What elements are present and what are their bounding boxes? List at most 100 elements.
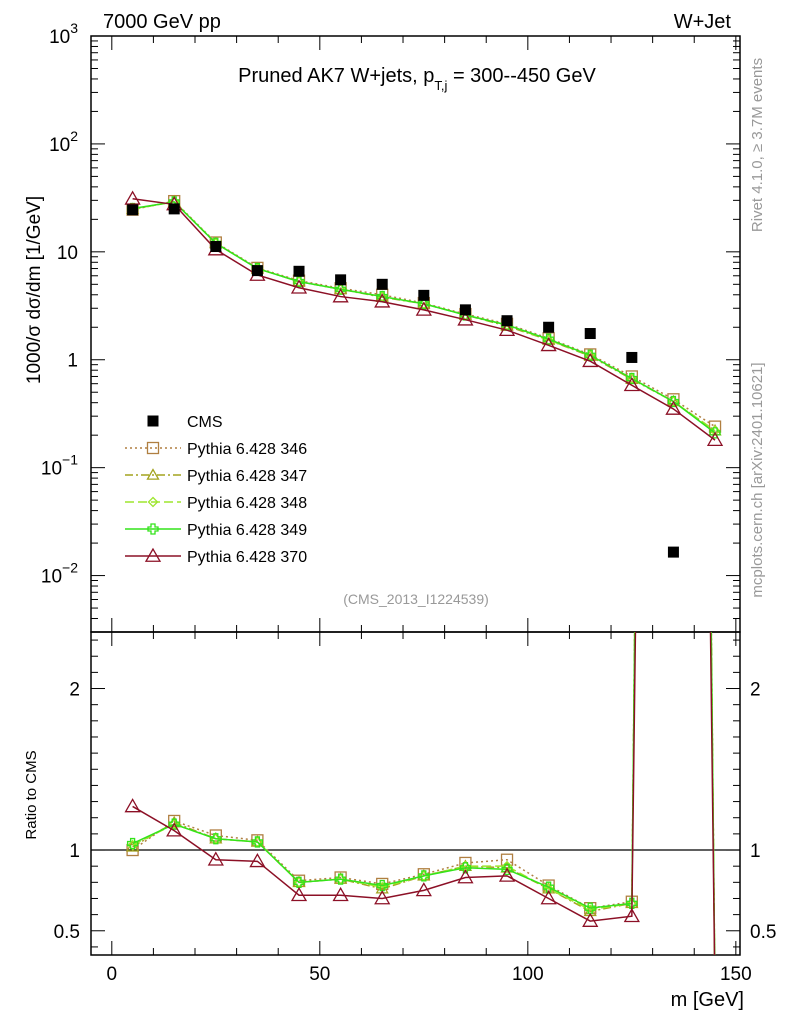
series-point-lower bbox=[207, 851, 224, 866]
legend-marker bbox=[147, 496, 159, 508]
data-point bbox=[210, 241, 222, 253]
legend-marker bbox=[146, 441, 160, 455]
series-point-lower bbox=[332, 886, 349, 902]
series-point-lower bbox=[623, 907, 640, 923]
y-tick-label-upper: 1 bbox=[67, 351, 78, 372]
y-tick-label-base: 1 bbox=[67, 351, 78, 372]
y-tick-label-base: 10 bbox=[41, 459, 62, 480]
series-point-upper bbox=[418, 298, 430, 310]
legend-label: Pythia 6.428 346 bbox=[187, 441, 307, 458]
x-tick-label: 50 bbox=[309, 964, 330, 985]
series-point-lower bbox=[293, 876, 305, 888]
header-left: 7000 GeV pp bbox=[103, 11, 221, 33]
y-tick-label-lower-right: 1 bbox=[750, 841, 761, 862]
series-point-upper bbox=[665, 400, 682, 415]
data-point bbox=[293, 265, 305, 277]
x-tick-label: 150 bbox=[720, 964, 752, 985]
title-subscript: T,j bbox=[434, 78, 447, 93]
data-layer bbox=[127, 203, 679, 558]
header-right: W+Jet bbox=[674, 11, 732, 33]
legend-marker bbox=[147, 523, 159, 535]
series-point-upper bbox=[457, 311, 474, 326]
series-point-upper bbox=[584, 349, 596, 361]
legend-marker bbox=[144, 547, 162, 562]
x-tick-label: 0 bbox=[107, 964, 118, 985]
y-tick-label-exp: −2 bbox=[62, 560, 78, 576]
series-line-upper bbox=[132, 200, 716, 432]
y-tick-label-upper: 10−2 bbox=[41, 560, 78, 588]
series-point-upper bbox=[293, 275, 305, 288]
legend-label: Pythia 6.428 348 bbox=[187, 495, 307, 512]
series-line-lower bbox=[132, 632, 716, 955]
legend-label: Pythia 6.428 349 bbox=[187, 522, 307, 539]
data-point bbox=[168, 203, 180, 215]
series-point-lower bbox=[166, 822, 183, 837]
series-point-lower bbox=[498, 867, 516, 882]
series-point-lower bbox=[418, 870, 430, 882]
series-point-lower bbox=[457, 869, 474, 884]
series-point-lower bbox=[290, 886, 308, 902]
data-point bbox=[626, 351, 638, 363]
data-point bbox=[543, 321, 555, 333]
legend-item-2: Pythia 6.428 348 bbox=[125, 495, 307, 512]
series-upper-2 bbox=[127, 196, 721, 437]
data-point bbox=[376, 278, 388, 290]
series-point-lower bbox=[501, 863, 513, 876]
data-point bbox=[418, 289, 430, 301]
series-point-lower bbox=[584, 902, 596, 914]
series-line-lower bbox=[132, 632, 716, 955]
title-tail: = 300--450 GeV bbox=[447, 65, 596, 87]
series-point-lower bbox=[376, 879, 388, 892]
y-tick-label-lower-left: 0.5 bbox=[54, 922, 80, 943]
data-point bbox=[584, 328, 596, 340]
data-point bbox=[127, 204, 139, 216]
y-tick-label-lower-left: 2 bbox=[69, 680, 80, 701]
y-tick-label-base: 10 bbox=[57, 243, 78, 264]
rivet-label: Rivet 4.1.0, ≥ 3.7M events bbox=[749, 58, 766, 232]
y-tick-label-upper: 103 bbox=[49, 20, 78, 48]
series-point-lower bbox=[334, 873, 347, 885]
series-point-upper bbox=[332, 288, 349, 303]
series-point-upper bbox=[582, 352, 599, 368]
y-tick-label-upper: 10 bbox=[57, 243, 78, 264]
y-axis-label-lower: Ratio to CMS bbox=[23, 750, 40, 839]
y-axis-label-upper: 1000/σ dσ/dm [1/GeV] bbox=[24, 196, 45, 384]
legend-item-1: Pythia 6.428 347 bbox=[125, 468, 307, 485]
data-point bbox=[251, 265, 263, 277]
data-point bbox=[459, 304, 471, 316]
series-point-upper bbox=[623, 376, 640, 392]
series-point-upper bbox=[626, 372, 638, 385]
series-line-upper bbox=[132, 198, 716, 441]
series-point-lower bbox=[501, 860, 513, 872]
y-tick-label-exp: 2 bbox=[70, 128, 78, 144]
series-line-upper bbox=[132, 201, 716, 432]
series-point-lower bbox=[374, 890, 391, 905]
legend-marker bbox=[146, 468, 160, 480]
upper-panel-frame bbox=[90, 35, 741, 633]
series-point-upper bbox=[709, 425, 721, 437]
series-point-upper bbox=[540, 337, 557, 352]
series-point-lower bbox=[543, 883, 555, 895]
x-axis-label: m [GeV] bbox=[671, 989, 744, 1011]
series-point-upper bbox=[374, 293, 391, 308]
y-tick-label-upper: 10−1 bbox=[41, 452, 78, 480]
series-upper-4 bbox=[124, 190, 724, 447]
series-lower-4 bbox=[124, 632, 716, 955]
y-tick-label-lower-right: 2 bbox=[750, 680, 761, 701]
series-point-upper bbox=[124, 190, 141, 205]
lower-panel-frame bbox=[90, 631, 741, 956]
series-point-lower bbox=[500, 853, 514, 866]
y-tick-label-base: 10 bbox=[49, 135, 70, 156]
series-upper-0 bbox=[126, 194, 722, 433]
series-point-lower bbox=[251, 836, 264, 848]
series-point-lower bbox=[126, 837, 139, 850]
data-point bbox=[667, 546, 679, 558]
series-point-lower bbox=[626, 897, 638, 909]
y-tick-label-base: 10 bbox=[41, 567, 62, 588]
data-point bbox=[335, 274, 347, 286]
y-tick-label-upper: 102 bbox=[49, 128, 78, 156]
series-point-upper bbox=[542, 333, 555, 345]
